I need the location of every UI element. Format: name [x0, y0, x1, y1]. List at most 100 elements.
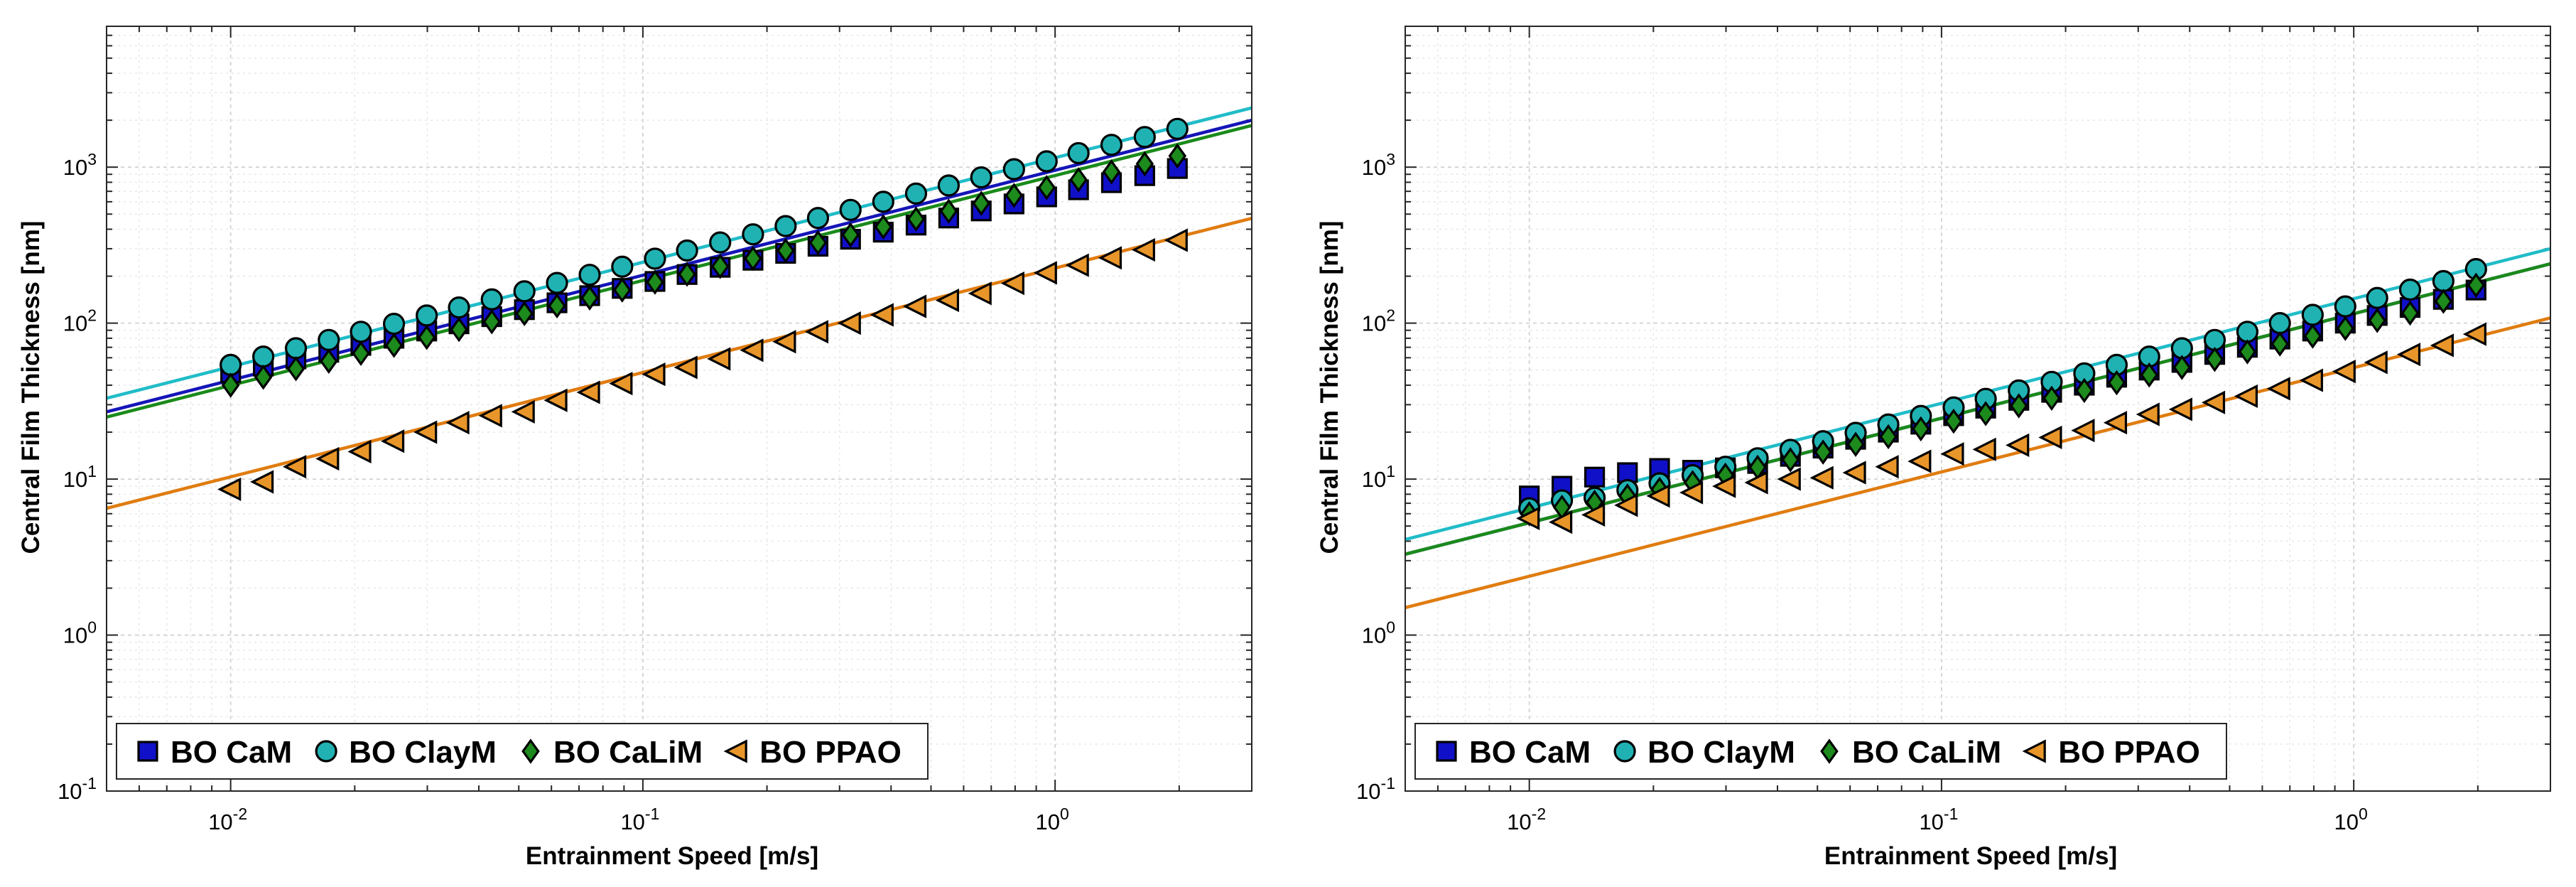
data-point	[2301, 303, 2324, 326]
data-point	[284, 337, 308, 360]
data-point	[450, 316, 468, 343]
data-point	[445, 411, 470, 435]
data-point	[1907, 449, 1932, 473]
x-tick-label: 100	[1036, 805, 1069, 834]
data-point	[480, 288, 503, 311]
data-point	[1002, 158, 1025, 181]
data-point	[2364, 350, 2388, 375]
data-point	[644, 247, 666, 270]
y-tick-label: 100	[63, 618, 97, 648]
legend-marker	[723, 739, 747, 763]
y-tick-label: 101	[1362, 462, 1395, 492]
data-point	[1100, 134, 1123, 156]
data-point	[1646, 484, 1670, 508]
data-point	[1069, 167, 1088, 193]
series-bo-ppao	[217, 228, 1188, 502]
data-point	[1581, 502, 1606, 527]
data-point	[1033, 261, 1057, 285]
data-point	[1131, 237, 1155, 262]
data-point	[744, 245, 762, 272]
y-tick-label: 102	[63, 306, 97, 336]
data-point	[1940, 442, 1964, 466]
data-point	[543, 388, 568, 412]
data-point	[707, 347, 731, 371]
data-point	[678, 262, 696, 287]
series-bo-calim	[1520, 272, 2486, 527]
legend-marker	[315, 740, 337, 763]
data-point	[318, 328, 340, 351]
data-point	[352, 340, 370, 366]
data-point	[904, 182, 928, 205]
data-point	[1037, 175, 1056, 200]
data-point	[382, 312, 406, 335]
y-axis-label: Central Film Thickness [nm]	[17, 221, 45, 554]
data-point	[710, 254, 730, 279]
data-point	[1842, 461, 1866, 485]
data-point	[515, 301, 534, 327]
data-point	[252, 345, 275, 368]
legend-label: BO CaM	[1469, 735, 1591, 770]
data-point	[939, 198, 958, 224]
tick-marks	[106, 26, 1252, 792]
legend-label: BO PPAO	[759, 735, 902, 770]
data-point	[1102, 159, 1121, 185]
x-tick-label: 10-2	[208, 805, 247, 834]
data-point	[1912, 416, 1930, 442]
data-point	[2205, 346, 2224, 372]
data-point	[1944, 408, 1963, 434]
data-point	[613, 277, 632, 303]
data-point	[413, 420, 438, 444]
x-tick-label: 10-1	[620, 805, 659, 834]
data-point	[970, 166, 992, 189]
data-point	[2366, 286, 2388, 309]
data-point	[2071, 419, 2095, 443]
data-point	[2430, 333, 2454, 358]
data-point	[742, 223, 764, 246]
y-tick-label: 103	[63, 150, 97, 180]
data-point	[870, 303, 894, 327]
data-point	[350, 321, 372, 343]
data-point	[580, 285, 599, 311]
legend-marker	[1613, 740, 1636, 763]
data-point	[2172, 355, 2192, 380]
data-point	[774, 215, 797, 237]
data-point	[315, 446, 340, 471]
data-point	[804, 320, 829, 344]
data-point	[806, 207, 830, 230]
legend-label: BO ClayM	[349, 735, 497, 770]
y-tick-label: 103	[1362, 150, 1395, 180]
data-point	[2103, 411, 2128, 435]
legend-label: BO CaLiM	[1852, 735, 2001, 770]
x-tick-label: 10-2	[1507, 805, 1546, 834]
data-point	[1164, 228, 1188, 252]
data-point	[2042, 385, 2061, 412]
data-point	[1067, 141, 1090, 165]
legend-label: BO ClayM	[1647, 735, 1795, 770]
data-point	[2136, 402, 2160, 426]
data-point	[416, 304, 438, 327]
data-point	[609, 372, 633, 396]
data-point	[1166, 117, 1189, 140]
y-tick-label: 100	[1362, 618, 1395, 648]
series-bo-ppao	[1516, 322, 2486, 534]
legend-marker	[137, 741, 158, 762]
data-point	[2234, 384, 2258, 409]
data-point	[1846, 431, 1865, 457]
data-point	[1814, 439, 1832, 465]
x-tick-label: 100	[2334, 805, 2368, 834]
data-point	[478, 404, 502, 428]
data-point	[1781, 447, 1800, 473]
grid	[106, 26, 1252, 792]
data-point	[1549, 510, 1573, 534]
data-point	[2238, 339, 2257, 365]
data-point	[839, 198, 862, 221]
data-point	[1135, 151, 1154, 177]
data-point	[2009, 393, 2028, 419]
data-point	[217, 477, 242, 502]
data-point	[220, 353, 242, 376]
legend-label: BO PPAO	[2058, 735, 2200, 770]
data-point	[282, 455, 307, 479]
legend: BO CaM BO ClayM BO CaLiM BO PPAO	[116, 723, 929, 780]
data-point	[2432, 269, 2455, 293]
data-point	[1777, 467, 1801, 491]
